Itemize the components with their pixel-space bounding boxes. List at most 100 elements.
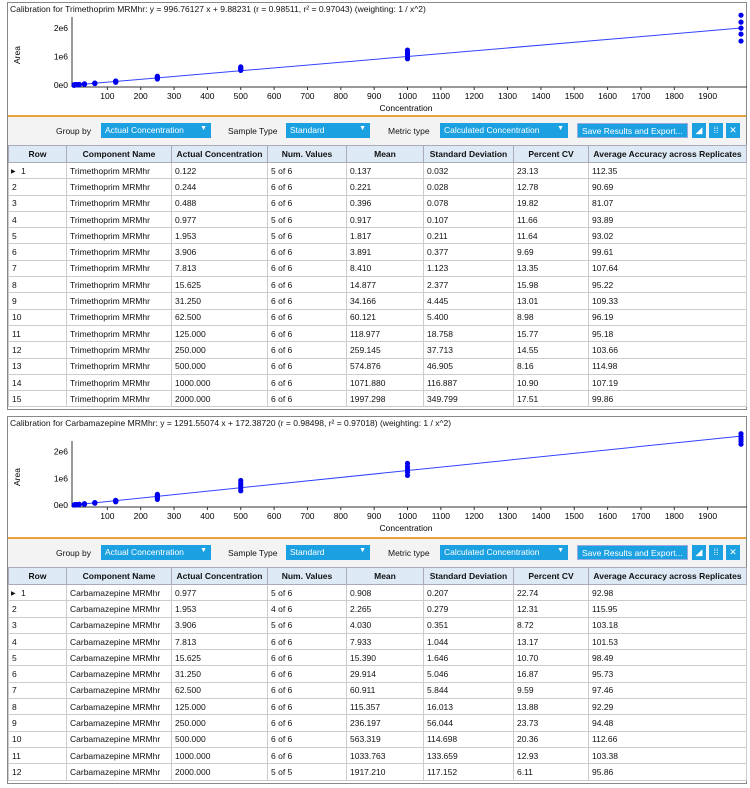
x-tick-label: 700 (300, 91, 314, 101)
table-row[interactable]: 7 Carbamazepine MRMhr 62.500 6 of 6 60.911 5.… (8, 681, 747, 700)
resize-icon[interactable]: ◢ (692, 545, 706, 560)
close-icon[interactable]: ✕ (726, 123, 740, 138)
data-point (81, 81, 88, 87)
results-table: Row Component Name Actual Concentration Num… (8, 567, 747, 781)
x-tick-label: 500 (234, 511, 248, 521)
table-cell: 0.137 (346, 161, 424, 180)
table-row[interactable]: 11 Trimethoprim MRMhr 125.000 6 of 6 118.977… (8, 324, 747, 343)
close-icon[interactable]: ✕ (726, 545, 740, 560)
column-header[interactable]: Row (8, 567, 67, 585)
table-cell: 15.98 (513, 276, 589, 294)
table-cell: 5 of 5 (267, 763, 347, 781)
table-cell: Carbamazepine MRMhr (66, 600, 172, 618)
table-cell: 125.000 (171, 324, 268, 343)
table-cell: 8.72 (513, 616, 589, 634)
table-row[interactable]: 2 Trimethoprim MRMhr 0.244 6 of 6 0.221 0.028… (8, 178, 747, 196)
column-header[interactable]: Percent CV (513, 567, 589, 585)
table-row[interactable]: 8 Carbamazepine MRMhr 125.000 6 of 6 115.357… (8, 698, 747, 716)
sample-type-dropdown[interactable]: Standard ▼ (286, 545, 370, 560)
table-cell: 23.73 (513, 714, 589, 732)
table-row[interactable]: 13 Trimethoprim MRMhr 500.000 6 of 6 574.876… (8, 357, 747, 375)
table-row[interactable]: 2 Carbamazepine MRMhr 1.953 4 of 6 2.265 0.27… (8, 600, 747, 618)
x-tick-label: 800 (334, 511, 348, 521)
table-row[interactable]: 4 Carbamazepine MRMhr 7.813 6 of 6 7.933 1.04… (8, 632, 747, 651)
table-row[interactable]: 10 Trimethoprim MRMhr 62.500 6 of 6 60.121 5.… (8, 308, 747, 326)
table-cell: 3.891 (346, 243, 424, 261)
column-header[interactable]: Mean (346, 567, 424, 585)
table-cell: 23.13 (513, 161, 589, 180)
column-header[interactable]: Average Accuracy across Replicates (588, 145, 747, 163)
table-cell: 115.95 (588, 600, 747, 618)
table-row[interactable]: 5 Carbamazepine MRMhr 15.625 6 of 6 15.390 1.… (8, 649, 747, 667)
data-point (76, 501, 82, 507)
table-cell: 92.98 (588, 583, 747, 602)
table-row[interactable]: 15 Trimethoprim MRMhr 2000.000 6 of 6 1997.2… (8, 390, 747, 408)
table-row[interactable]: 6 Trimethoprim MRMhr 3.906 6 of 6 3.891 0.377… (8, 243, 747, 261)
sample-type-dropdown[interactable]: Standard ▼ (286, 123, 370, 138)
table-cell: 81.07 (588, 194, 747, 212)
table-cell: 8.98 (513, 308, 589, 326)
x-tick-label: 1700 (631, 511, 650, 521)
metric-type-value: Calculated Concentration (444, 547, 540, 557)
table-cell: 6 (8, 243, 67, 261)
table-cell: Trimethoprim MRMhr (66, 259, 172, 278)
table-cell: 10 (8, 730, 67, 748)
data-point (154, 491, 160, 497)
column-header[interactable]: Row (8, 145, 67, 163)
table-cell: 349.799 (423, 390, 514, 408)
sample-type-value: Standard (290, 547, 325, 557)
column-header[interactable]: Average Accuracy across Replicates (588, 567, 747, 585)
table-cell: 250.000 (171, 341, 268, 359)
column-header[interactable]: Standard Deviation (423, 145, 514, 163)
column-header[interactable]: Num. Values (267, 145, 347, 163)
table-row[interactable]: 12 Trimethoprim MRMhr 250.000 6 of 6 259.145… (8, 341, 747, 359)
table-cell: 1.953 (171, 600, 268, 618)
group-by-dropdown[interactable]: Actual Concentration ▼ (101, 123, 211, 138)
table-cell: 10.90 (513, 373, 589, 392)
save-results-export-button[interactable]: Save Results and Export... (577, 545, 688, 560)
table-cell: 3 (8, 194, 67, 212)
x-axis-label: Concentration (380, 103, 433, 113)
table-cell: 1000.000 (171, 373, 268, 392)
table-row[interactable]: 5 Trimethoprim MRMhr 1.953 5 of 6 1.817 0.211… (8, 227, 747, 245)
column-header[interactable]: Component Name (66, 567, 172, 585)
column-header[interactable]: Num. Values (267, 567, 347, 585)
table-row[interactable]: 4 Trimethoprim MRMhr 0.977 5 of 6 0.917 0.107… (8, 210, 747, 229)
table-cell: 60.121 (346, 308, 424, 326)
table-row[interactable]: 6 Carbamazepine MRMhr 31.250 6 of 6 29.914 5.… (8, 665, 747, 683)
table-row[interactable]: 11 Carbamazepine MRMhr 1000.000 6 of 6 1033.… (8, 746, 747, 765)
table-cell: 95.73 (588, 665, 747, 683)
table-cell: 6 of 6 (267, 632, 347, 651)
column-header[interactable]: Actual Concentration (171, 145, 268, 163)
table-cell: 14 (8, 373, 67, 392)
table-row[interactable]: 8 Trimethoprim MRMhr 15.625 6 of 6 14.877 2.3… (8, 276, 747, 294)
table-row[interactable]: 14 Trimethoprim MRMhr 1000.000 6 of 6 1071.8… (8, 373, 747, 392)
metric-type-dropdown[interactable]: Calculated Concentration ▼ (440, 123, 568, 138)
column-header[interactable]: Component Name (66, 145, 172, 163)
grid-options-icon[interactable]: ⁞⁞ (709, 123, 723, 138)
table-row[interactable]: 3 Carbamazepine MRMhr 3.906 5 of 6 4.030 0.35… (8, 616, 747, 634)
save-results-export-button[interactable]: Save Results and Export... (577, 123, 688, 138)
table-cell: 13.88 (513, 698, 589, 716)
metric-type-dropdown[interactable]: Calculated Concentration ▼ (440, 545, 568, 560)
resize-icon[interactable]: ◢ (692, 123, 706, 138)
column-header[interactable]: Mean (346, 145, 424, 163)
table-row[interactable]: 9 Trimethoprim MRMhr 31.250 6 of 6 34.166 4.4… (8, 292, 747, 310)
calibration-chart: 100 200 300 400 500 600 700 800 900 1000 1100 1200 1… (12, 12, 747, 113)
x-tick-label: 1300 (498, 91, 517, 101)
table-cell: 0.279 (423, 600, 514, 618)
table-row[interactable]: 12 Carbamazepine MRMhr 2000.000 5 of 5 1917.… (8, 763, 747, 781)
table-cell: 1033.763 (346, 746, 424, 765)
table-row[interactable]: 10 Carbamazepine MRMhr 500.000 6 of 6 563.31… (8, 730, 747, 748)
table-row[interactable]: 7 Trimethoprim MRMhr 7.813 6 of 6 8.410 1.123… (8, 259, 747, 278)
grid-options-icon[interactable]: ⁞⁞ (709, 545, 723, 560)
column-header[interactable]: Actual Concentration (171, 567, 268, 585)
table-row[interactable]: 3 Trimethoprim MRMhr 0.488 6 of 6 0.396 0.078… (8, 194, 747, 212)
column-header[interactable]: Percent CV (513, 145, 589, 163)
group-by-dropdown[interactable]: Actual Concentration ▼ (101, 545, 211, 560)
table-row[interactable]: 9 Carbamazepine MRMhr 250.000 6 of 6 236.197… (8, 714, 747, 732)
column-header[interactable]: Standard Deviation (423, 567, 514, 585)
table-cell: 5 of 6 (267, 616, 347, 634)
